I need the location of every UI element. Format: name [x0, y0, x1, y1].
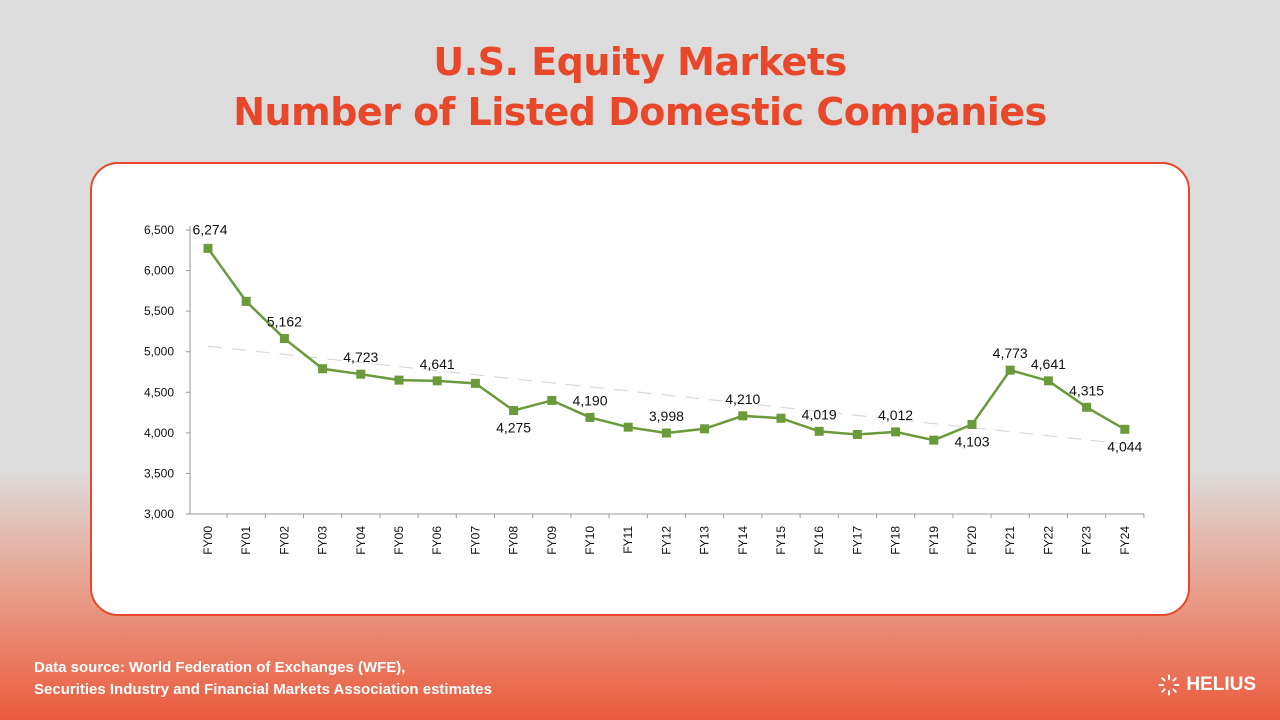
- data-label: 5,162: [267, 314, 302, 330]
- x-tick-label: FY12: [659, 526, 673, 555]
- chart-card: 3,000 3,500 4,000 4,500 5,000 5,500 6,000 6,500…: [90, 162, 1190, 616]
- data-point: [891, 427, 901, 437]
- x-tick-label: FY05: [392, 526, 406, 555]
- data-label: 4,190: [572, 392, 607, 408]
- x-tick-label: FY14: [736, 526, 750, 555]
- data-point: [509, 406, 519, 416]
- helius-logo: HELIUS: [1158, 674, 1256, 696]
- x-tick-label: FY16: [812, 526, 826, 555]
- helius-sun-icon: [1158, 674, 1180, 696]
- y-tick-label: 5,500: [144, 304, 174, 318]
- data-point: [700, 424, 710, 434]
- data-label: 4,019: [802, 406, 837, 422]
- data-label: 6,274: [192, 221, 227, 237]
- data-point: [738, 411, 748, 421]
- y-tick-label: 6,500: [144, 223, 174, 237]
- data-label: 4,103: [954, 433, 989, 449]
- x-tick-label: FY17: [850, 526, 864, 555]
- data-point: [547, 395, 557, 405]
- data-point: [814, 426, 824, 436]
- x-tick-label: FY13: [698, 526, 712, 555]
- data-point: [661, 428, 671, 438]
- x-tick-label: FY10: [583, 526, 597, 555]
- y-tick-label: 3,500: [144, 466, 174, 480]
- data-point: [1082, 402, 1092, 412]
- data-label: 4,773: [993, 345, 1028, 361]
- data-point: [394, 375, 404, 385]
- x-tick-label: FY19: [927, 526, 941, 555]
- data-label: 4,044: [1107, 438, 1142, 454]
- y-tick-label: 3,000: [144, 507, 174, 521]
- data-point: [776, 413, 786, 423]
- data-label: 4,275: [496, 420, 531, 436]
- y-tick-label: 4,000: [144, 426, 174, 440]
- data-label: 4,315: [1069, 382, 1104, 398]
- x-tick-label: FY15: [774, 526, 788, 555]
- brand-name: HELIUS: [1186, 674, 1256, 695]
- title-line-1: U.S. Equity Markets: [433, 40, 847, 84]
- x-tick-label: FY07: [468, 526, 482, 555]
- y-tick-label: 4,500: [144, 385, 174, 399]
- data-point: [318, 364, 328, 374]
- source-line-2: Securities Industry and Financial Market…: [34, 681, 492, 698]
- x-tick-label: FY04: [354, 526, 368, 555]
- data-point: [470, 378, 480, 388]
- data-point: [1120, 424, 1130, 434]
- data-point: [1043, 376, 1053, 386]
- y-tick-label: 5,000: [144, 345, 174, 359]
- data-point: [852, 429, 862, 439]
- data-point: [967, 419, 977, 429]
- x-tick-label: FY03: [316, 526, 330, 555]
- source-line-1: Data source: World Federation of Exchang…: [34, 659, 406, 676]
- x-tick-label: FY00: [201, 526, 215, 555]
- x-tick-label: FY22: [1041, 526, 1055, 555]
- x-tick-label: FY24: [1118, 526, 1132, 555]
- data-label: 4,641: [420, 356, 455, 372]
- x-tick-label: FY01: [239, 526, 253, 555]
- x-tick-label: FY20: [965, 526, 979, 555]
- data-label: 4,723: [343, 349, 378, 365]
- data-point: [432, 376, 442, 386]
- data-point: [241, 296, 251, 306]
- line-chart: 3,000 3,500 4,000 4,500 5,000 5,500 6,000 6,500…: [144, 221, 1145, 555]
- data-point: [279, 334, 289, 344]
- data-point: [356, 369, 366, 379]
- data-label: 3,998: [649, 408, 684, 424]
- x-tick-label: FY21: [1003, 526, 1017, 555]
- data-point: [929, 435, 939, 445]
- y-tick-label: 6,000: [144, 264, 174, 278]
- x-tick-label: FY08: [507, 526, 521, 555]
- data-source-note: Data source: World Federation of Exchang…: [34, 657, 492, 701]
- data-point: [623, 422, 633, 432]
- data-label: 4,641: [1031, 356, 1066, 372]
- data-label: 4,210: [725, 391, 760, 407]
- x-tick-label: FY11: [621, 526, 635, 554]
- data-point: [585, 412, 595, 422]
- title-line-2: Number of Listed Domestic Companies: [233, 90, 1047, 134]
- x-tick-label: FY09: [545, 526, 559, 555]
- x-tick-label: FY06: [430, 526, 444, 555]
- x-tick-label: FY18: [889, 526, 903, 555]
- x-tick-label: FY23: [1080, 526, 1094, 555]
- data-point: [1005, 365, 1015, 375]
- data-point: [203, 243, 213, 253]
- data-label: 4,012: [878, 407, 913, 423]
- x-tick-label: FY02: [277, 526, 291, 555]
